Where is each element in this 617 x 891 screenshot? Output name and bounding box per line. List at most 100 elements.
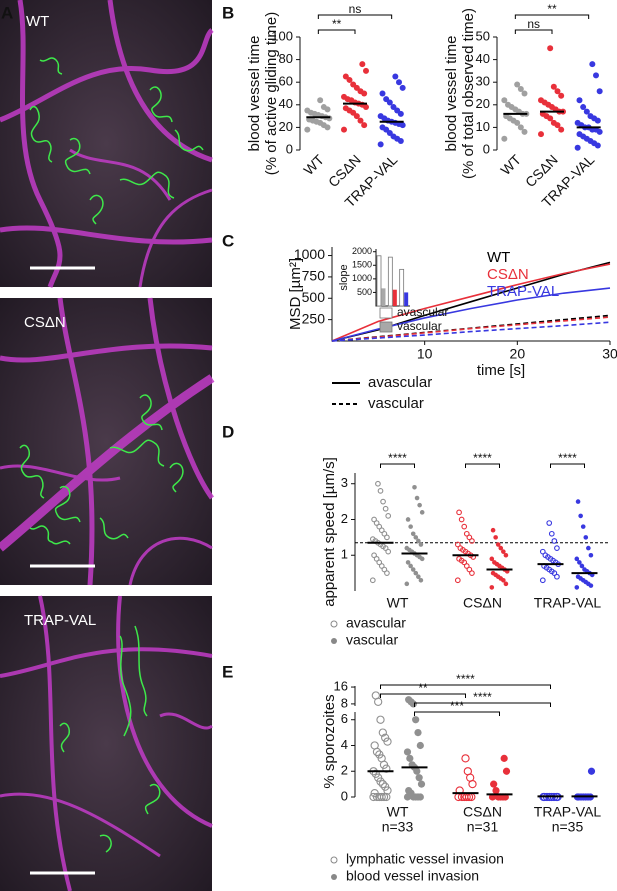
- dot: [500, 754, 508, 762]
- dot: [517, 124, 524, 131]
- dot: [466, 566, 473, 573]
- dot: [463, 530, 470, 537]
- dot: [521, 128, 528, 135]
- dot: [408, 563, 413, 569]
- y-tick-label: 60: [279, 74, 293, 89]
- significance-label: **: [547, 2, 557, 16]
- dot: [414, 729, 422, 737]
- dot: [408, 524, 413, 529]
- sporozoite-tracks: [29, 57, 204, 225]
- dot: [580, 524, 586, 529]
- dot: [381, 733, 390, 742]
- dot: [371, 552, 377, 559]
- dot: [382, 505, 389, 512]
- y-tick-label: 0: [286, 141, 293, 156]
- n-label: n=35: [552, 819, 584, 835]
- dot: [577, 560, 582, 565]
- y-tick-label: 750: [302, 268, 326, 284]
- dot: [538, 131, 544, 138]
- dot: [342, 73, 349, 80]
- dot: [455, 786, 464, 795]
- legend-label: vascular: [368, 395, 424, 412]
- dot: [383, 96, 390, 103]
- dot: [538, 97, 544, 104]
- dot: [547, 45, 554, 52]
- legend-marker: [330, 856, 338, 864]
- dot: [574, 585, 580, 590]
- dot: [370, 788, 379, 798]
- dot: [369, 577, 376, 584]
- dot: [406, 754, 414, 762]
- dot: [377, 488, 384, 494]
- significance-label: ****: [388, 451, 407, 465]
- y-tick-label: 1: [341, 547, 348, 562]
- inset-y-tick-label: 2000: [352, 246, 372, 256]
- dot: [551, 538, 558, 544]
- x-tick-label: CSΔN: [463, 804, 502, 820]
- significance-bracket: [317, 14, 393, 19]
- dot: [458, 516, 465, 523]
- dot: [412, 485, 417, 490]
- dot: [575, 574, 581, 579]
- y-axis-label: MSD [µm²]: [287, 258, 304, 330]
- dot: [587, 767, 596, 775]
- dot: [416, 574, 421, 579]
- dot: [495, 542, 501, 547]
- dot: [380, 498, 386, 505]
- significance-bracket: [380, 463, 415, 468]
- y-tick-label: 20: [476, 96, 490, 111]
- x-tick-label: WT: [387, 804, 409, 820]
- y-tick-label: 10: [476, 119, 490, 134]
- dot: [574, 119, 581, 126]
- dot: [378, 728, 387, 737]
- dot: [392, 73, 399, 80]
- significance-label: ****: [473, 690, 492, 704]
- legend-marker: [331, 638, 337, 644]
- dot: [554, 573, 560, 580]
- legend-label: vascular: [346, 632, 398, 648]
- dot: [369, 536, 376, 543]
- legend-label: TRAP-VAL: [487, 283, 559, 300]
- inset-y-tick-label: 500: [357, 287, 372, 297]
- legend-label: lymphatic vessel invasion: [346, 851, 504, 867]
- micrograph: [0, 297, 215, 586]
- y-tick-label: 2: [341, 763, 348, 778]
- dot: [521, 90, 528, 97]
- dot: [463, 767, 472, 776]
- dot: [377, 113, 384, 120]
- y-tick-label: 100: [271, 28, 293, 43]
- dot: [414, 495, 420, 501]
- legend-label: blood vessel invasion: [346, 868, 479, 884]
- inset-legend-label: avascular: [397, 305, 448, 319]
- inset-bar: [376, 255, 382, 307]
- dot: [503, 581, 509, 587]
- dot: [587, 113, 594, 120]
- dot: [417, 780, 426, 788]
- dot: [501, 549, 506, 554]
- y-tick-label: 16: [334, 678, 348, 693]
- line: [331, 316, 611, 342]
- y-tick-label: 500: [302, 289, 326, 305]
- x-tick-label: 30: [602, 346, 617, 362]
- vessels: [0, 595, 213, 891]
- image-background: [0, 298, 212, 585]
- significance-label: ****: [558, 451, 577, 465]
- dot: [575, 499, 581, 504]
- dot: [413, 535, 419, 540]
- y-tick-label: 40: [279, 96, 293, 111]
- dot: [578, 513, 583, 519]
- y-axis-label: blood vessel time: [443, 36, 460, 152]
- dot: [357, 117, 364, 124]
- significance-label: ns: [527, 17, 540, 31]
- y-tick-label: 8: [341, 695, 348, 710]
- dot: [469, 570, 475, 576]
- legend-label: avascular: [368, 374, 432, 391]
- dot: [384, 534, 390, 541]
- dot: [370, 741, 379, 750]
- dot: [378, 527, 385, 534]
- dot: [456, 509, 462, 516]
- significance-label: **: [418, 681, 428, 695]
- dot: [418, 542, 424, 547]
- dot: [405, 560, 411, 565]
